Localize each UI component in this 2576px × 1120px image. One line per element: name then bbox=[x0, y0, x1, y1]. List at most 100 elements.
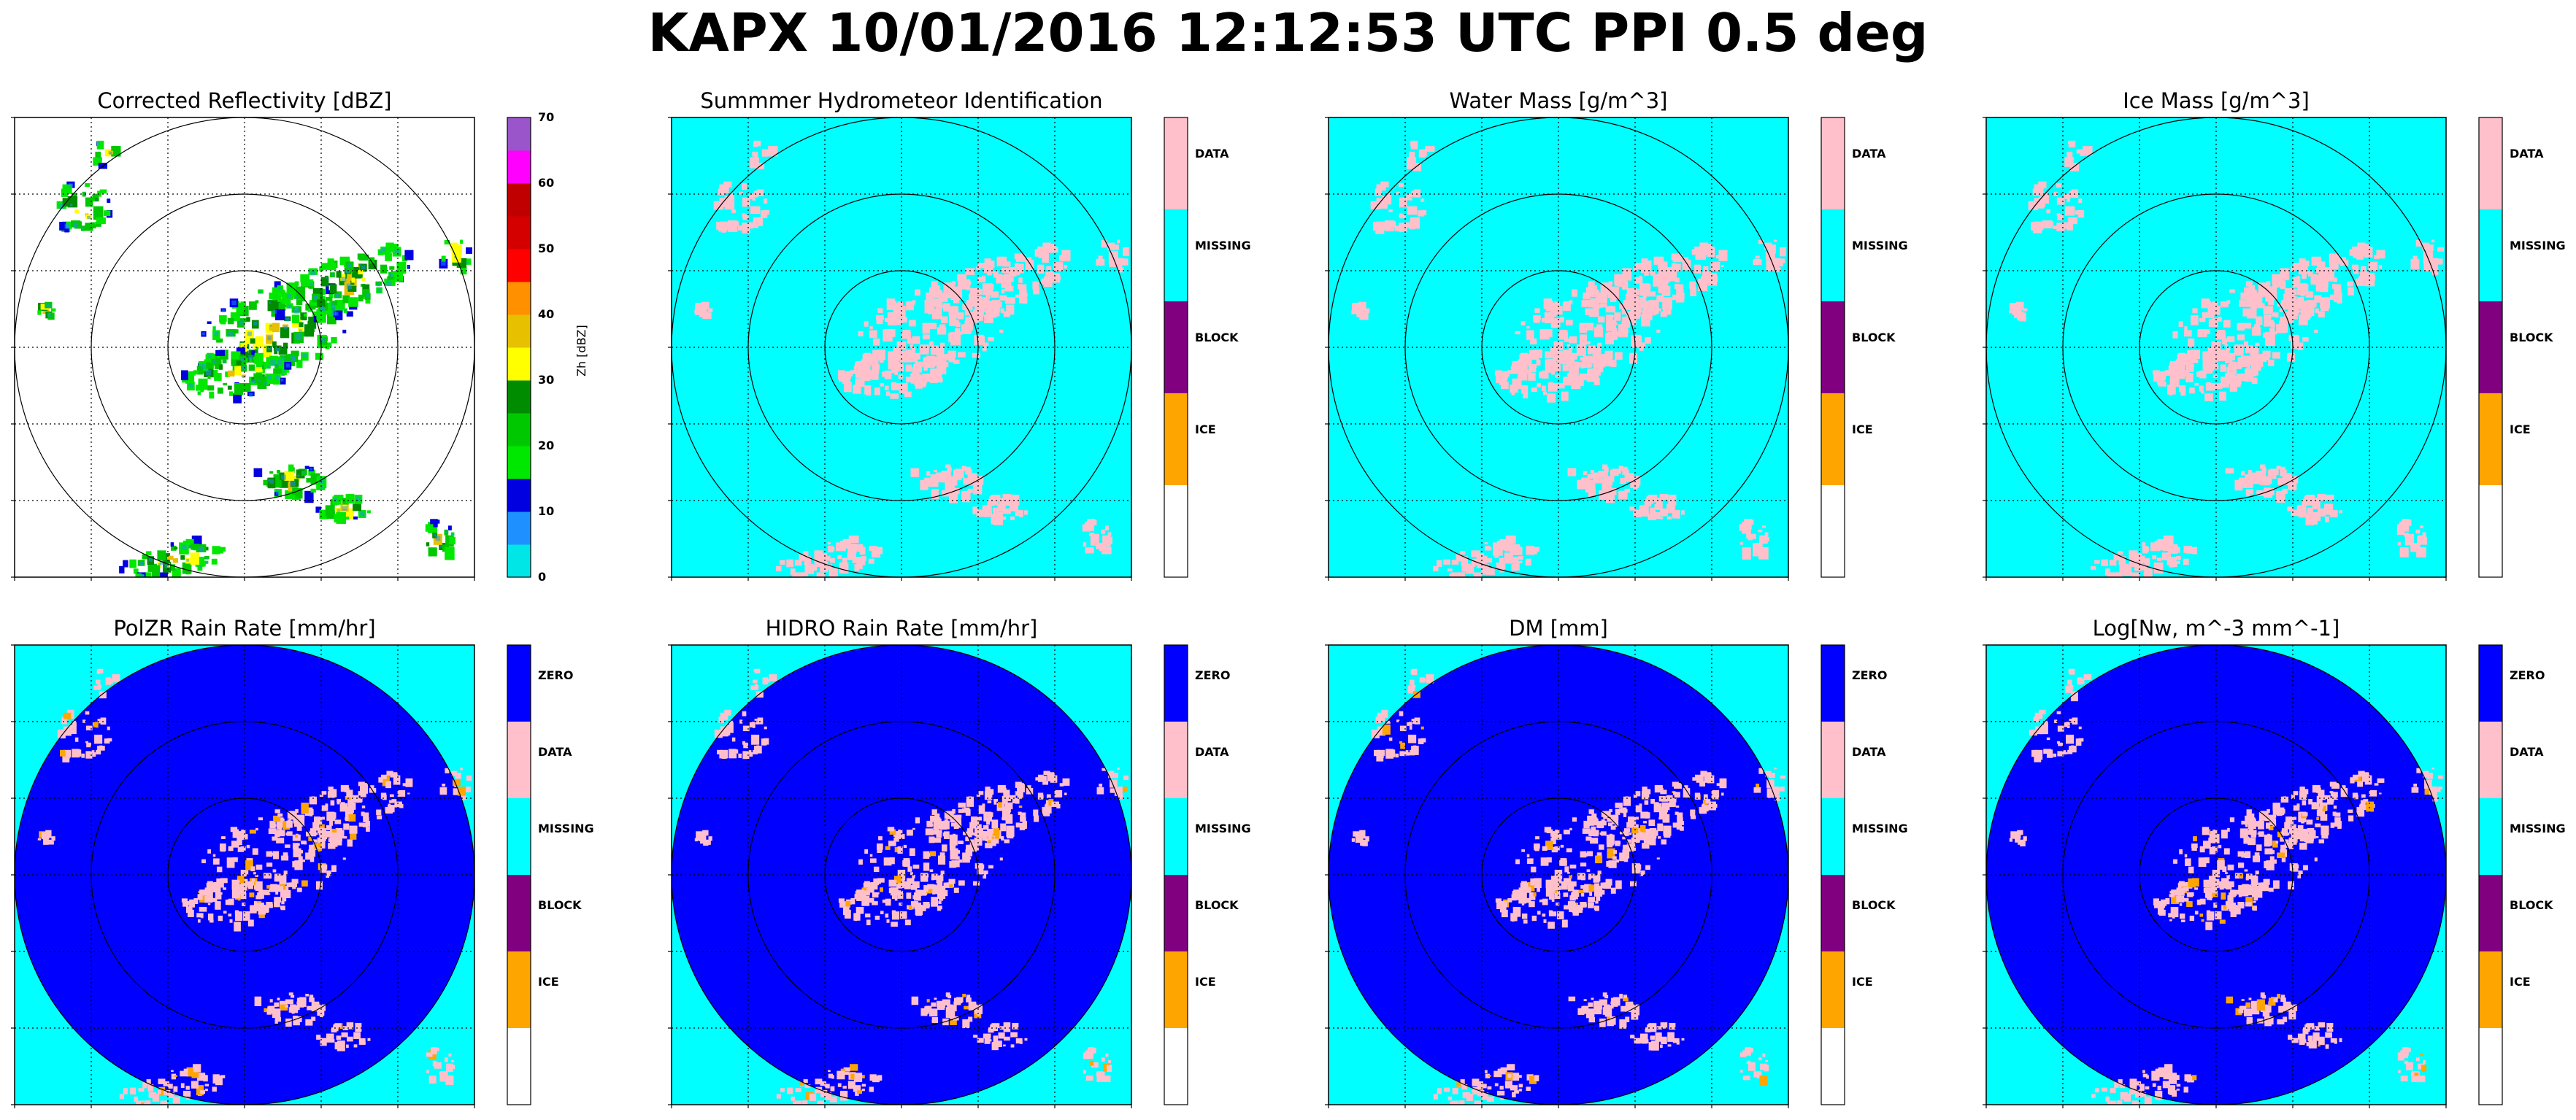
echo-cell bbox=[2171, 895, 2179, 905]
echo-cell bbox=[985, 285, 993, 295]
echo-cell bbox=[2204, 393, 2213, 401]
echo-cell bbox=[1035, 777, 1040, 781]
echo-cell bbox=[331, 828, 337, 833]
echo-cell bbox=[1032, 281, 1039, 290]
echo-cell bbox=[844, 900, 851, 908]
echo-cell bbox=[1634, 865, 1641, 873]
echo-cell bbox=[1568, 374, 1577, 385]
echo-cell bbox=[380, 792, 387, 799]
echo-cell bbox=[924, 477, 933, 484]
echo-cell bbox=[1419, 677, 1425, 683]
echo-cell bbox=[702, 830, 709, 836]
echo-cell bbox=[1565, 350, 1569, 354]
echo-cell bbox=[1758, 240, 1764, 244]
echo-cell bbox=[731, 209, 736, 214]
echo-cell bbox=[868, 558, 874, 564]
echo-cell bbox=[2379, 792, 2382, 795]
echo-cell bbox=[1674, 783, 1682, 789]
echo-cell bbox=[1658, 816, 1661, 820]
echo-cell bbox=[2129, 1078, 2137, 1088]
echo-cell bbox=[1588, 902, 1594, 908]
echo-cell bbox=[999, 1032, 1004, 1035]
echo-cell bbox=[937, 327, 947, 335]
echo-cell bbox=[1612, 856, 1617, 860]
echo-cell bbox=[2056, 213, 2061, 216]
echo-cell bbox=[2226, 336, 2235, 342]
echo-cell bbox=[2176, 1084, 2181, 1087]
echo-cell bbox=[1406, 752, 1410, 756]
echo-cell bbox=[861, 555, 866, 561]
echo-cell bbox=[1598, 361, 1606, 368]
echo-cell bbox=[253, 344, 257, 349]
echo-cell bbox=[253, 872, 256, 875]
echo-cell bbox=[864, 881, 870, 887]
echo-cell bbox=[330, 284, 337, 294]
echo-cell bbox=[326, 263, 337, 271]
echo-cell bbox=[827, 545, 834, 553]
echo-cell bbox=[1001, 816, 1004, 820]
echo-cell bbox=[753, 140, 761, 147]
echo-cell bbox=[2203, 879, 2212, 888]
echo-cell bbox=[2238, 1009, 2244, 1013]
echo-cell bbox=[1017, 792, 1023, 799]
echo-cell bbox=[1620, 477, 1626, 484]
echo-cell bbox=[85, 223, 93, 231]
echo-cell bbox=[264, 889, 270, 895]
echo-cell bbox=[949, 834, 958, 846]
echo-cell bbox=[1656, 857, 1660, 860]
echo-cell bbox=[1662, 814, 1670, 823]
echo-cell bbox=[1449, 573, 1456, 577]
echo-cell bbox=[1699, 252, 1706, 260]
echo-cell bbox=[342, 506, 347, 511]
echo-cell bbox=[158, 1086, 166, 1095]
echo-cell bbox=[1584, 884, 1591, 893]
echo-cell bbox=[45, 830, 52, 838]
echo-cell bbox=[743, 742, 748, 749]
echo-cell bbox=[2280, 316, 2287, 324]
echo-cell bbox=[171, 1073, 177, 1080]
echo-cell bbox=[1016, 263, 1024, 274]
echo-cell bbox=[1034, 815, 1039, 822]
echo-cell bbox=[1563, 885, 1566, 889]
echo-cell bbox=[107, 726, 110, 730]
echo-cell bbox=[2183, 887, 2189, 892]
echo-cell bbox=[207, 849, 212, 854]
echo-cell bbox=[2336, 293, 2342, 298]
echo-cell bbox=[985, 787, 991, 793]
echo-cell bbox=[391, 799, 397, 803]
echo-cell bbox=[1765, 771, 1772, 777]
echo-cell bbox=[2213, 382, 2223, 390]
echo-cell bbox=[389, 244, 399, 251]
echo-cell bbox=[2244, 851, 2251, 859]
echo-cell bbox=[1494, 1083, 1499, 1086]
echo-cell bbox=[747, 750, 752, 754]
echo-cell bbox=[93, 193, 99, 202]
echo-cell bbox=[2152, 1083, 2156, 1087]
echo-cell bbox=[1583, 820, 1590, 829]
echo-cell bbox=[212, 360, 217, 364]
echo-cell bbox=[2208, 888, 2212, 892]
echo-cell bbox=[204, 895, 213, 903]
echo-cell bbox=[1579, 373, 1588, 379]
echo-cell bbox=[1560, 317, 1564, 323]
echo-cell bbox=[431, 1047, 437, 1055]
echo-cell bbox=[2183, 1086, 2188, 1093]
echo-cell bbox=[2268, 814, 2276, 821]
echo-cell bbox=[1521, 385, 1529, 394]
echo-cell bbox=[87, 215, 91, 220]
echo-cell bbox=[893, 837, 899, 842]
echo-cell bbox=[327, 258, 334, 266]
echo-cell bbox=[268, 1005, 275, 1014]
echo-cell bbox=[1594, 377, 1600, 385]
echo-cell bbox=[2246, 884, 2252, 892]
echo-cell bbox=[2142, 1073, 2148, 1078]
echo-cell bbox=[2248, 838, 2256, 846]
echo-cell bbox=[2214, 911, 2222, 920]
echo-cell bbox=[2298, 870, 2303, 874]
echo-cell bbox=[2356, 278, 2366, 286]
echo-cell bbox=[2212, 892, 2218, 897]
echo-cell bbox=[2145, 547, 2150, 552]
echo-cell bbox=[872, 901, 878, 905]
echo-cell bbox=[1400, 742, 1405, 749]
echo-cell bbox=[2237, 481, 2245, 485]
